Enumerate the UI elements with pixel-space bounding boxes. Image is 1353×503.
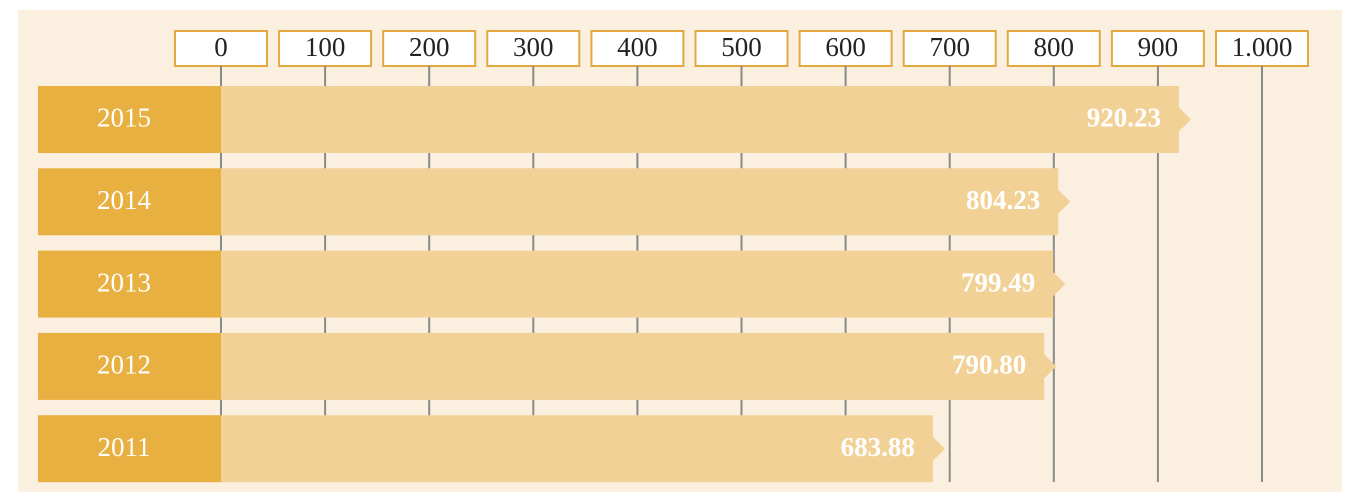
x-tick-box — [1215, 30, 1309, 67]
x-tick-label: 600 — [825, 32, 866, 62]
bar — [221, 332, 1057, 400]
x-tick-label: 700 — [929, 32, 970, 62]
value-label: 790.80 — [952, 350, 1026, 380]
x-tick-box — [382, 30, 477, 67]
x-tick-box — [590, 30, 685, 67]
x-tick-box — [798, 30, 893, 67]
y-tick-label: 2013 — [97, 267, 151, 297]
x-tick-box — [1006, 30, 1101, 67]
x-tick-label: 1.000 — [1232, 32, 1293, 62]
x-tick-label: 100 — [305, 32, 346, 62]
x-tick-label: 900 — [1138, 32, 1179, 62]
category-box — [38, 332, 221, 400]
category-box — [38, 415, 221, 483]
bar — [221, 250, 1066, 318]
x-tick-label: 400 — [617, 32, 658, 62]
y-tick-label: 2011 — [98, 432, 151, 462]
x-tick-label: 500 — [721, 32, 762, 62]
value-label: 799.49 — [961, 267, 1035, 297]
value-label: 804.23 — [966, 185, 1040, 215]
x-tick-box — [694, 30, 789, 67]
category-box — [38, 168, 221, 236]
value-label: 683.88 — [841, 432, 915, 462]
x-tick-label: 300 — [513, 32, 554, 62]
category-box — [38, 250, 221, 318]
category-box — [38, 86, 221, 153]
x-tick-label: 0 — [214, 32, 228, 62]
x-tick-label: 200 — [409, 32, 450, 62]
y-tick-label: 2014 — [97, 185, 152, 215]
x-tick-label: 800 — [1034, 32, 1075, 62]
bar — [221, 415, 945, 483]
bar — [221, 168, 1071, 236]
y-tick-label: 2015 — [97, 103, 151, 133]
x-tick-box — [1110, 30, 1205, 67]
bar — [221, 86, 1191, 153]
x-tick-box — [174, 30, 268, 67]
value-label: 920.23 — [1087, 103, 1161, 133]
y-tick-label: 2012 — [97, 350, 151, 380]
